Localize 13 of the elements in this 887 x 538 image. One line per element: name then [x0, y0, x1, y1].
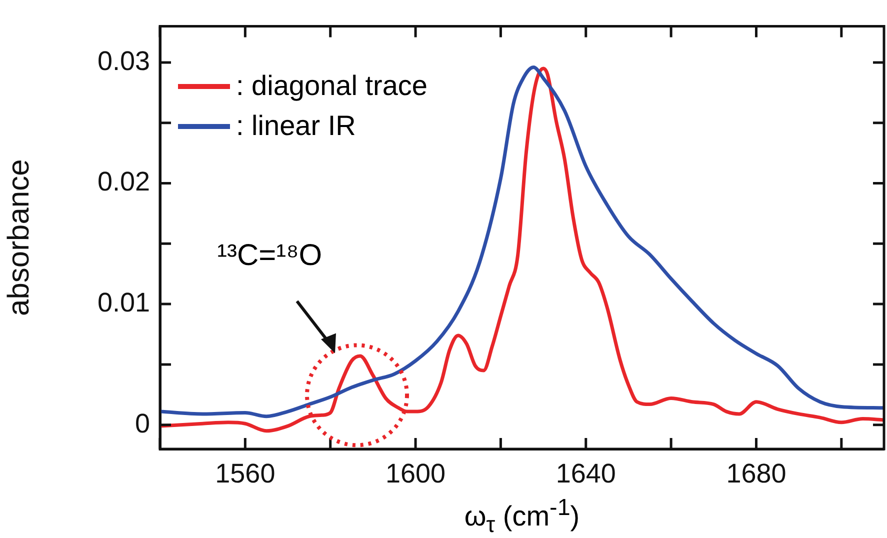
x-tick-label: 1600	[385, 458, 446, 489]
y-tick-label: 0.02	[97, 166, 150, 197]
x-axis-title: ω$_{τ}$ (cm$^{-1}$)	[464, 494, 580, 538]
annotation: ¹³C=¹⁸O	[217, 239, 322, 274]
y-axis-title: absorbance	[2, 159, 36, 316]
y-tick-label: 0	[134, 408, 150, 438]
x-tick-label: 1640	[556, 458, 616, 489]
legend-label: : diagonal trace	[236, 69, 428, 104]
x-tick-label: 1680	[726, 458, 786, 489]
x-tick-label: 1560	[215, 458, 276, 489]
y-tick-label: 0.03	[97, 46, 150, 76]
legend-label: : linear IR	[236, 109, 356, 144]
y-tick-label: 0.01	[97, 287, 150, 318]
